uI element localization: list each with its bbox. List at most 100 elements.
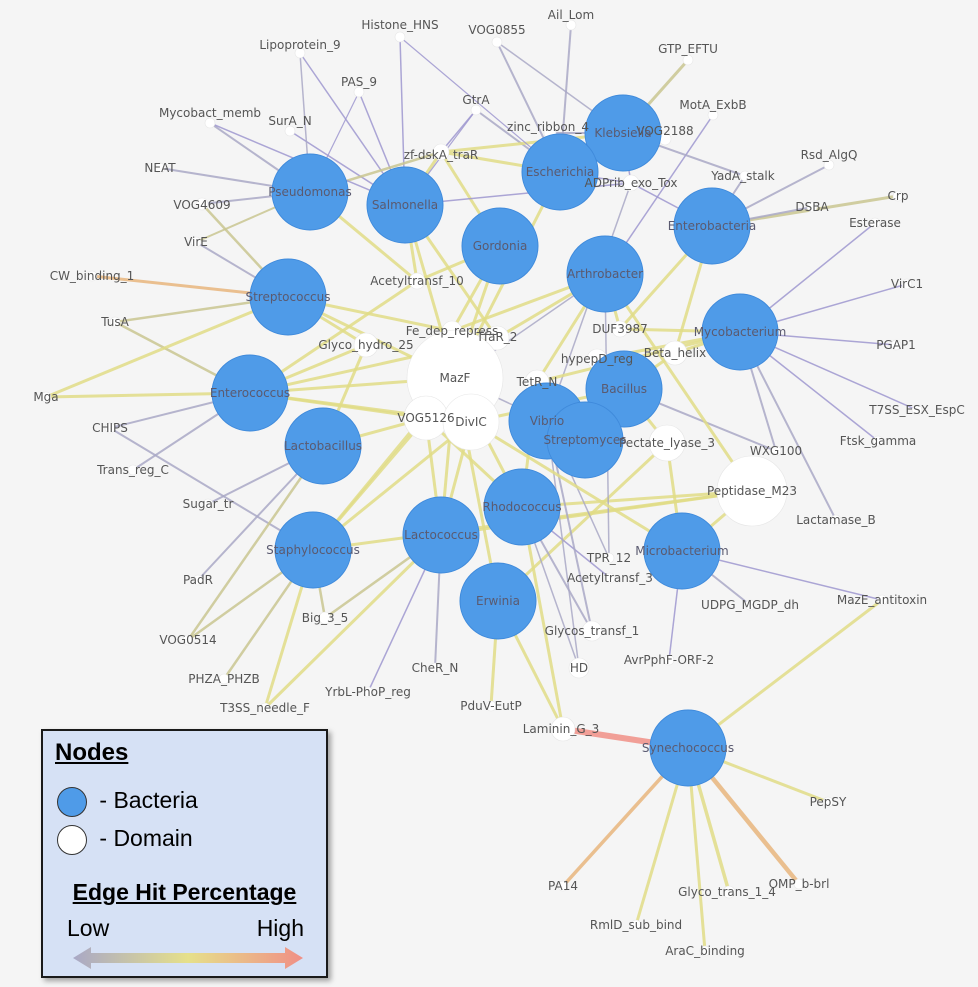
bacteria-node-microbacterium[interactable] <box>643 512 721 590</box>
legend-bacteria-row: - Bacteria <box>57 787 198 817</box>
domain-node-virc1[interactable] <box>901 278 913 290</box>
bacteria-label-mycobacterium: Mycobacterium <box>694 325 787 339</box>
bacteria-node-gordonia[interactable] <box>461 207 539 285</box>
domain-label-chips: CHIPS <box>92 421 128 435</box>
domain-node-acetyltransf_3[interactable] <box>604 572 616 584</box>
domain-node-vog4609[interactable] <box>195 197 209 211</box>
domain-label-arac_binding: AraC_binding <box>665 944 745 958</box>
domain-node-pgap1[interactable] <box>890 339 902 351</box>
domain-node-histone_hns[interactable] <box>394 31 406 43</box>
domain-node-mycobact_memb[interactable] <box>204 117 216 129</box>
bacteria-node-staphylococcus[interactable] <box>274 511 352 589</box>
bacteria-node-salmonella[interactable] <box>366 166 444 244</box>
domain-node-t7ss_esx_espc[interactable] <box>911 404 923 416</box>
bacteria-node-erwinia[interactable] <box>459 562 537 640</box>
domain-node-glycos_transf_1[interactable] <box>581 620 603 642</box>
label-layer: Histone_HNS Ail_Lom VOG0855 Lipoprotein_9 GT… <box>33 8 964 958</box>
domain-node-udpg_mgdp_dh[interactable] <box>744 599 756 611</box>
domain-node-zf_dska_trar[interactable] <box>432 143 450 161</box>
domain-node-rsd_algq[interactable] <box>823 159 835 171</box>
domain-node-tpr_12[interactable] <box>603 552 615 564</box>
bacteria-node-lactococcus[interactable] <box>402 496 480 574</box>
bacteria-node-pseudomonas[interactable] <box>271 153 349 231</box>
domain-node-lipoprotein_9[interactable] <box>294 47 306 59</box>
domain-node-vire[interactable] <box>190 236 202 248</box>
domain-node-rmld_sub_bind[interactable] <box>630 919 642 931</box>
domain-node-esterase[interactable] <box>869 217 881 229</box>
domain-node-crp[interactable] <box>892 190 904 202</box>
domain-node-acetyltransf_10[interactable] <box>408 272 426 290</box>
domain-node-yada_stalk[interactable] <box>739 170 751 182</box>
domain-node-omp_b_brl[interactable] <box>793 878 805 890</box>
domain-node-lactamase_b[interactable] <box>830 514 842 526</box>
domain-node-glyco_hydro_25[interactable] <box>353 332 379 358</box>
domain-node-glyco_trans_1_4[interactable] <box>722 885 736 899</box>
domain-label-tpr_12: TPR_12 <box>586 551 631 565</box>
bacteria-node-lactobacillus[interactable] <box>284 407 362 485</box>
domain-node-pepsy[interactable] <box>822 796 834 808</box>
bacteria-node-enterococcus[interactable] <box>211 354 289 432</box>
domain-node-adprib_exo_tox[interactable] <box>622 174 640 192</box>
bacteria-node-enterobacteria[interactable] <box>673 187 751 265</box>
domain-node-phza_phzb[interactable] <box>218 673 230 685</box>
bacteria-node-streptomyces[interactable] <box>546 401 624 479</box>
domain-node-divic[interactable] <box>442 393 500 451</box>
domain-node-hd[interactable] <box>568 657 590 679</box>
domain-node-ail_lom[interactable] <box>565 19 577 31</box>
domain-node-duf3987[interactable] <box>611 320 629 338</box>
domain-label-virc1: VirC1 <box>891 277 923 291</box>
domain-node-maze_antitoxin[interactable] <box>876 594 888 606</box>
domain-node-sura_n[interactable] <box>284 125 296 137</box>
domain-node-padr[interactable] <box>192 574 204 586</box>
domain-node-pduv_eutp[interactable] <box>485 700 497 712</box>
domain-node-gtp_eftu[interactable] <box>682 54 694 66</box>
bacteria-label-enterobacteria: Enterobacteria <box>668 219 757 233</box>
bacteria-node-rhodococcus[interactable] <box>483 468 561 546</box>
bacteria-label-salmonella: Salmonella <box>372 198 438 212</box>
domain-node-pa14[interactable] <box>557 880 569 892</box>
domain-node-cher_n[interactable] <box>429 662 441 674</box>
domain-node-yrbl_phop_reg[interactable] <box>362 686 374 698</box>
domain-node-gtra[interactable] <box>470 104 482 116</box>
domain-node-ftsk_gamma[interactable] <box>872 435 884 447</box>
domain-node-vog0514[interactable] <box>182 634 194 646</box>
domain-node-dsba[interactable] <box>806 201 818 213</box>
legend-domain-row: - Domain <box>57 825 193 855</box>
domain-node-mga[interactable] <box>40 391 52 403</box>
domain-node-cw_binding_1[interactable] <box>86 270 98 282</box>
domain-label-vog2188: VOG2188 <box>636 124 693 138</box>
bacteria-node-synechococcus[interactable] <box>649 709 727 787</box>
bacteria-node-arthrobacter[interactable] <box>566 235 644 313</box>
domain-node-laminin_g_3[interactable] <box>550 716 576 742</box>
domain-node-mota_exbb[interactable] <box>707 109 719 121</box>
domain-label-vire: VirE <box>184 235 208 249</box>
domain-node-vog0855[interactable] <box>491 36 503 48</box>
bacteria-node-mycobacterium[interactable] <box>701 293 779 371</box>
domain-node-avrpphf_orf_2[interactable] <box>663 654 675 666</box>
domain-node-peptidase_m23[interactable] <box>716 455 788 527</box>
domain-node-t3ss_needle_f[interactable] <box>259 702 271 714</box>
domain-node-chips[interactable] <box>104 422 116 434</box>
domain-node-pectate_lyase_3[interactable] <box>648 424 686 462</box>
domain-node-big_3_5[interactable] <box>318 611 332 625</box>
legend-nodes-title: Nodes <box>55 739 129 766</box>
domain-node-beta_helix[interactable] <box>662 340 688 366</box>
bacteria-label-lactococcus: Lactococcus <box>404 528 478 542</box>
bacteria-node-escherichia[interactable] <box>521 133 599 211</box>
domain-node-arac_binding[interactable] <box>699 945 711 957</box>
bacteria-node-streptococcus[interactable] <box>249 258 327 336</box>
domain-label-pas_9: PAS_9 <box>341 75 377 89</box>
domain-node-trans_reg_c[interactable] <box>127 464 139 476</box>
domain-node-tusa[interactable] <box>109 316 121 328</box>
domain-label-omp_b_brl: OMP_b-brl <box>769 877 830 891</box>
domain-node-tfar_2[interactable] <box>484 325 510 351</box>
domain-node-pas_9[interactable] <box>353 86 365 98</box>
domain-node-wxg100[interactable] <box>770 445 782 457</box>
domain-label-tetr_n: TetR_N <box>516 375 558 389</box>
domain-label-histone_hns: Histone_HNS <box>361 18 438 32</box>
edge-gradient-arrow-icon <box>73 947 303 969</box>
domain-label-duf3987: DUF3987 <box>592 322 647 336</box>
domain-node-sugar_tr[interactable] <box>202 498 214 510</box>
bacteria-node-klebsiella[interactable] <box>584 94 662 172</box>
domain-node-neat[interactable] <box>154 162 166 174</box>
